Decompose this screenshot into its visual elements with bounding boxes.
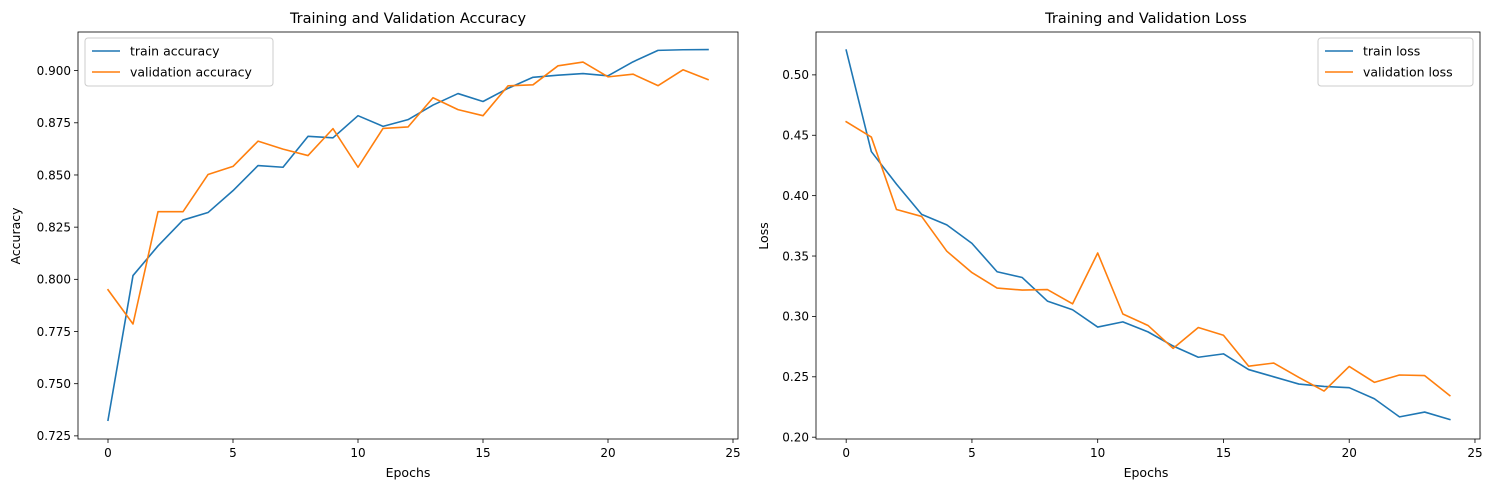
loss-ticks: 0 5 10 15 20 25 0.20 0.25 0.30 0.35 0.40 0.45 0.50 (782, 68, 1482, 460)
accuracy-y-tick-label: 0.775 (37, 325, 71, 339)
loss-chart-title: Training and Validation Loss (1044, 11, 1247, 27)
loss-x-tick-label: 15 (1216, 446, 1231, 460)
loss-y-tick-label: 0.25 (782, 370, 809, 384)
legend-label-train-accuracy: train accuracy (130, 44, 220, 59)
loss-y-tick-label: 0.20 (782, 430, 809, 444)
loss-y-tick-label: 0.50 (782, 68, 809, 82)
accuracy-chart: Training and Validation Accuracy Epochs … (8, 11, 741, 480)
legend-label-train-loss: train loss (1363, 44, 1420, 59)
accuracy-x-tick-label: 20 (600, 446, 615, 460)
accuracy-y-tick-label: 0.750 (37, 377, 71, 391)
accuracy-x-axis-label: Epochs (386, 465, 431, 480)
loss-axes-frame (815, 31, 1481, 440)
accuracy-ticks: 0 5 10 15 20 25 0.725 0.750 0.775 0.800 0.825 0.850… (37, 64, 741, 460)
loss-chart: Training and Validation Loss Epochs Loss… (756, 11, 1483, 480)
accuracy-y-tick-label: 0.875 (37, 116, 71, 130)
accuracy-y-tick-label: 0.800 (37, 273, 71, 287)
accuracy-legend-box (84, 37, 274, 87)
loss-x-tick-label: 20 (1342, 446, 1357, 460)
accuracy-series-lines (106, 48, 710, 422)
loss-x-tick-label: 10 (1090, 446, 1105, 460)
loss-x-axis-label: Epochs (1124, 465, 1169, 480)
accuracy-y-tick-label: 0.900 (37, 64, 71, 78)
accuracy-axes-frame (77, 31, 739, 440)
loss-y-tick-label: 0.30 (782, 310, 809, 324)
accuracy-x-tick-label: 15 (475, 446, 490, 460)
loss-legend: train loss validation loss (1317, 37, 1474, 87)
accuracy-y-tick-label: 0.825 (37, 220, 71, 234)
accuracy-x-tick-label: 25 (725, 446, 740, 460)
accuracy-x-tick-label: 0 (104, 446, 112, 460)
loss-x-tick-label: 5 (968, 446, 976, 460)
legend-label-validation-loss: validation loss (1363, 65, 1453, 80)
loss-x-tick-label: 0 (842, 446, 850, 460)
accuracy-x-tick-label: 5 (229, 446, 237, 460)
loss-y-axis-label: Loss (756, 222, 771, 249)
loss-y-tick-label: 0.40 (782, 189, 809, 203)
accuracy-y-tick-label: 0.850 (37, 168, 71, 182)
loss-y-tick-label: 0.45 (782, 129, 809, 143)
loss-x-tick-label: 25 (1467, 446, 1482, 460)
loss-series-lines (845, 49, 1451, 421)
accuracy-legend: train accuracy validation accuracy (84, 37, 274, 87)
accuracy-chart-title: Training and Validation Accuracy (289, 11, 527, 27)
accuracy-x-tick-label: 10 (350, 446, 365, 460)
legend-label-validation-accuracy: validation accuracy (130, 65, 253, 80)
accuracy-y-axis-label: Accuracy (8, 207, 23, 265)
accuracy-y-tick-label: 0.725 (37, 429, 71, 443)
loss-legend-box (1317, 37, 1474, 87)
loss-y-tick-label: 0.35 (782, 249, 809, 263)
